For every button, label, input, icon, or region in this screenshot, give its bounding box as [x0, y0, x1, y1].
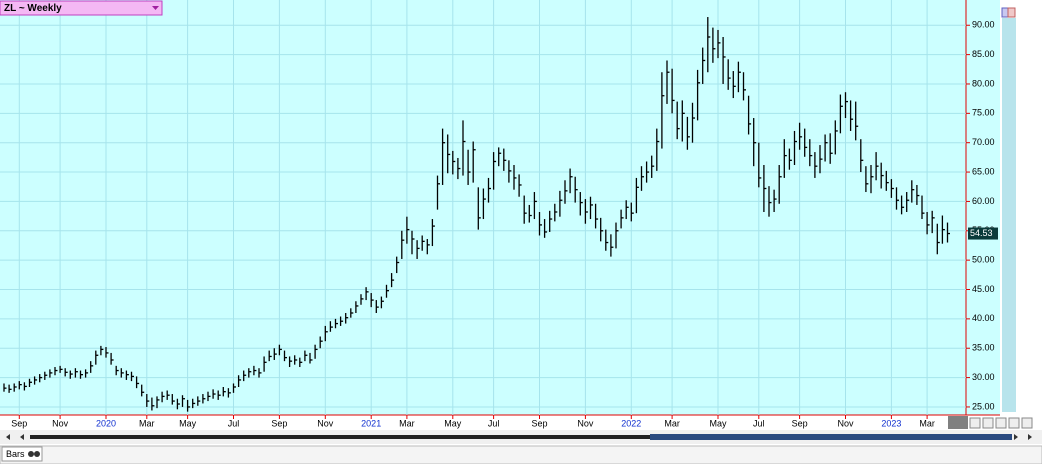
x-tick-label: 2022 — [621, 418, 641, 428]
y-tick-label: 60.00 — [972, 196, 995, 206]
y-tick-label: 85.00 — [972, 49, 995, 59]
x-tick-label: Nov — [837, 418, 854, 428]
y-tick-label: 45.00 — [972, 284, 995, 294]
x-tick-label: 2023 — [881, 418, 901, 428]
x-tick-label: 2021 — [361, 418, 381, 428]
x-tick-label: Jul — [753, 418, 765, 428]
tool-btn[interactable] — [995, 417, 1007, 429]
y-tick-label: 75.00 — [972, 108, 995, 118]
tool-btn[interactable] — [1021, 417, 1033, 429]
x-tick-label: May — [444, 418, 462, 428]
scroll-arrow[interactable] — [6, 434, 24, 440]
y-tick-label: 35.00 — [972, 343, 995, 353]
tab-bar — [0, 445, 1042, 464]
x-tick-label: Mar — [399, 418, 415, 428]
tool-btn[interactable] — [982, 417, 994, 429]
last-price-box — [968, 227, 998, 240]
x-tick-label: Mar — [139, 418, 155, 428]
x-tick-label: Sep — [271, 418, 287, 428]
plot-bg — [0, 0, 1000, 415]
tool-btn[interactable] — [1008, 417, 1020, 429]
y-tick-label: 90.00 — [972, 20, 995, 30]
scroll-thumb[interactable] — [650, 434, 1012, 440]
x-tick-label: May — [179, 418, 197, 428]
x-tick-label: May — [709, 418, 727, 428]
chart-title: ZL ~ Weekly — [4, 3, 62, 14]
y-tick-label: 50.00 — [972, 255, 995, 265]
x-tick-label: Nov — [577, 418, 594, 428]
y-tick-label: 30.00 — [972, 372, 995, 382]
last-price-label: 54.53 — [970, 228, 993, 238]
x-tick-label: Nov — [52, 418, 69, 428]
y-tick-label: 25.00 — [972, 401, 995, 411]
scroll-track — [30, 435, 1012, 439]
x-tick-label: Mar — [664, 418, 680, 428]
x-tick-label: Sep — [11, 418, 27, 428]
tab-icon — [34, 451, 40, 457]
x-tick-label: Sep — [531, 418, 547, 428]
tab-label: Bars — [6, 449, 25, 459]
y-tick-label: 65.00 — [972, 166, 995, 176]
x-tick-label: Nov — [317, 418, 334, 428]
tool-btn[interactable] — [969, 417, 981, 429]
side-btn[interactable] — [1007, 7, 1016, 18]
y-tick-label: 70.00 — [972, 137, 995, 147]
scroll-arrow[interactable] — [1014, 434, 1032, 440]
bars — [3, 17, 950, 412]
x-tick-label: 2020 — [96, 418, 116, 428]
side-scroll — [1002, 18, 1016, 412]
toolbar — [969, 417, 1033, 429]
x-tick-label: Jul — [228, 418, 240, 428]
tab[interactable] — [1, 446, 43, 462]
x-tick-label: Jul — [488, 418, 500, 428]
tab-icon — [28, 451, 34, 457]
y-tick-label: 40.00 — [972, 313, 995, 323]
symbol-dropdown[interactable] — [0, 0, 163, 16]
side-btn[interactable] — [1001, 7, 1009, 18]
corner-box — [948, 416, 968, 429]
x-tick-label: Sep — [792, 418, 808, 428]
dropdown-arrow — [152, 6, 159, 10]
y-tick-label: 80.00 — [972, 78, 995, 88]
x-tick-label: Mar — [919, 418, 935, 428]
